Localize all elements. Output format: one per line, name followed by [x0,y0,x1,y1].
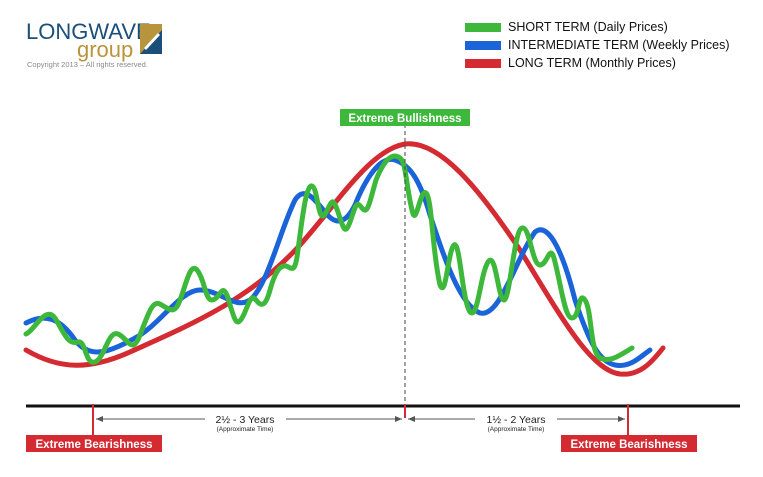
fall-duration-label: 1½ - 2 Years [487,414,546,426]
intermediate-term-curve [23,156,653,368]
logo-wordmark-bottom: group [77,37,133,62]
legend: SHORT TERM (Daily Prices) INTERMEDIATE T… [465,20,730,70]
legend-label-short: SHORT TERM (Daily Prices) [508,20,668,34]
left-trough-label-text: Extreme Bearishness [36,439,153,451]
legend-label-long: LONG TERM (Monthly Prices) [508,56,676,70]
logo-wordmark-top: LONGWAVE [26,19,151,44]
rise-duration-sublabel: (Approximate Time) [217,426,274,433]
rise-duration-arrow [96,416,402,422]
left-trough-label-box [26,435,162,452]
legend-swatch-long [465,59,501,68]
copyright-text: Copyright 2013 – All rights reserved. [27,60,148,69]
legend-swatch-short [465,23,501,32]
logo-mark-icon [140,24,162,54]
right-trough-label-text: Extreme Bearishness [571,439,688,451]
short-term-curve [23,153,635,365]
long-term-curve [23,141,666,377]
logo: LONGWAVE group Copyright 2013 – All righ… [26,19,162,69]
peak-label-box [340,109,470,126]
fall-duration-arrow [408,416,625,422]
rise-duration-label: 2½ - 3 Years [216,414,275,426]
extreme-bearishness-left-label: Extreme Bearishness [26,435,162,452]
legend-swatch-intermediate [465,41,501,50]
peak-label-text: Extreme Bullishness [348,113,461,125]
right-trough-label-box [561,435,697,452]
legend-label-intermediate: INTERMEDIATE TERM (Weekly Prices) [508,38,730,52]
extreme-bearishness-right-label: Extreme Bearishness [561,435,697,452]
extreme-bullishness-label: Extreme Bullishness [340,109,470,126]
fall-duration-sublabel: (Approximate Time) [488,426,545,433]
